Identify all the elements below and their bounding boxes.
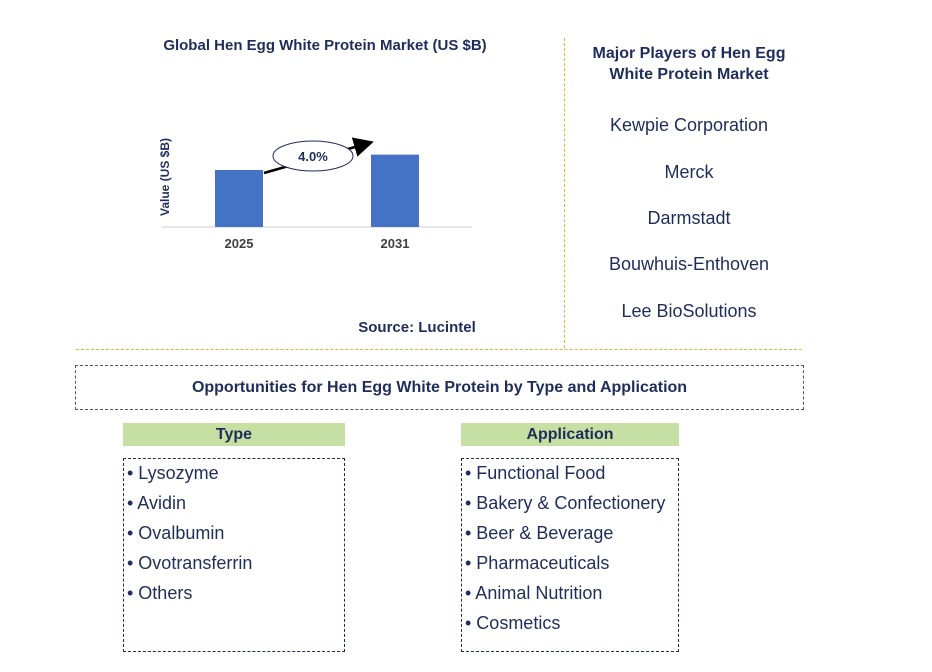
- players-title: Major Players of Hen Egg White Protein M…: [592, 45, 786, 83]
- list-item: • Bakery & Confectionery: [465, 493, 666, 513]
- chart-title: Global Hen Egg White Protein Market (US …: [163, 37, 487, 54]
- cagr-label: 4.0%: [298, 149, 328, 164]
- type-header: Type: [123, 423, 345, 446]
- vertical-divider: [564, 38, 565, 348]
- list-item: • Lysozyme: [127, 463, 219, 483]
- list-item: • Pharmaceuticals: [465, 553, 610, 573]
- bar-2031: [371, 154, 419, 227]
- list-item: • Cosmetics: [465, 613, 561, 633]
- player-item: Bouwhuis-Enthoven: [608, 254, 770, 274]
- opportunities-title: Opportunities for Hen Egg White Protein …: [75, 365, 804, 410]
- list-item: • Ovotransferrin: [127, 553, 253, 573]
- chart-source: Source: Lucintel: [358, 319, 476, 336]
- list-item: • Others: [127, 583, 193, 603]
- player-item: Kewpie Corporation: [609, 115, 769, 135]
- list-item: • Ovalbumin: [127, 523, 225, 543]
- application-list: • Functional Food • Bakery & Confectione…: [461, 458, 679, 652]
- horizontal-divider: [76, 349, 802, 350]
- x-tick-2031: 2031: [381, 236, 410, 251]
- player-item: Merck: [664, 162, 714, 182]
- bar-2025: [215, 170, 263, 227]
- list-item: • Animal Nutrition: [465, 583, 603, 603]
- list-item: • Beer & Beverage: [465, 523, 614, 543]
- player-item: Darmstadt: [647, 208, 731, 228]
- list-item: • Avidin: [127, 493, 187, 513]
- bar-chart: 2025 2031 4.0%: [162, 137, 472, 251]
- list-item: • Functional Food: [465, 463, 606, 483]
- x-tick-2025: 2025: [225, 236, 254, 251]
- type-list: • Lysozyme • Avidin • Ovalbumin • Ovotra…: [123, 458, 345, 652]
- player-item: Lee BioSolutions: [621, 301, 757, 321]
- cagr-ellipse: [272, 140, 354, 172]
- application-header: Application: [461, 423, 679, 446]
